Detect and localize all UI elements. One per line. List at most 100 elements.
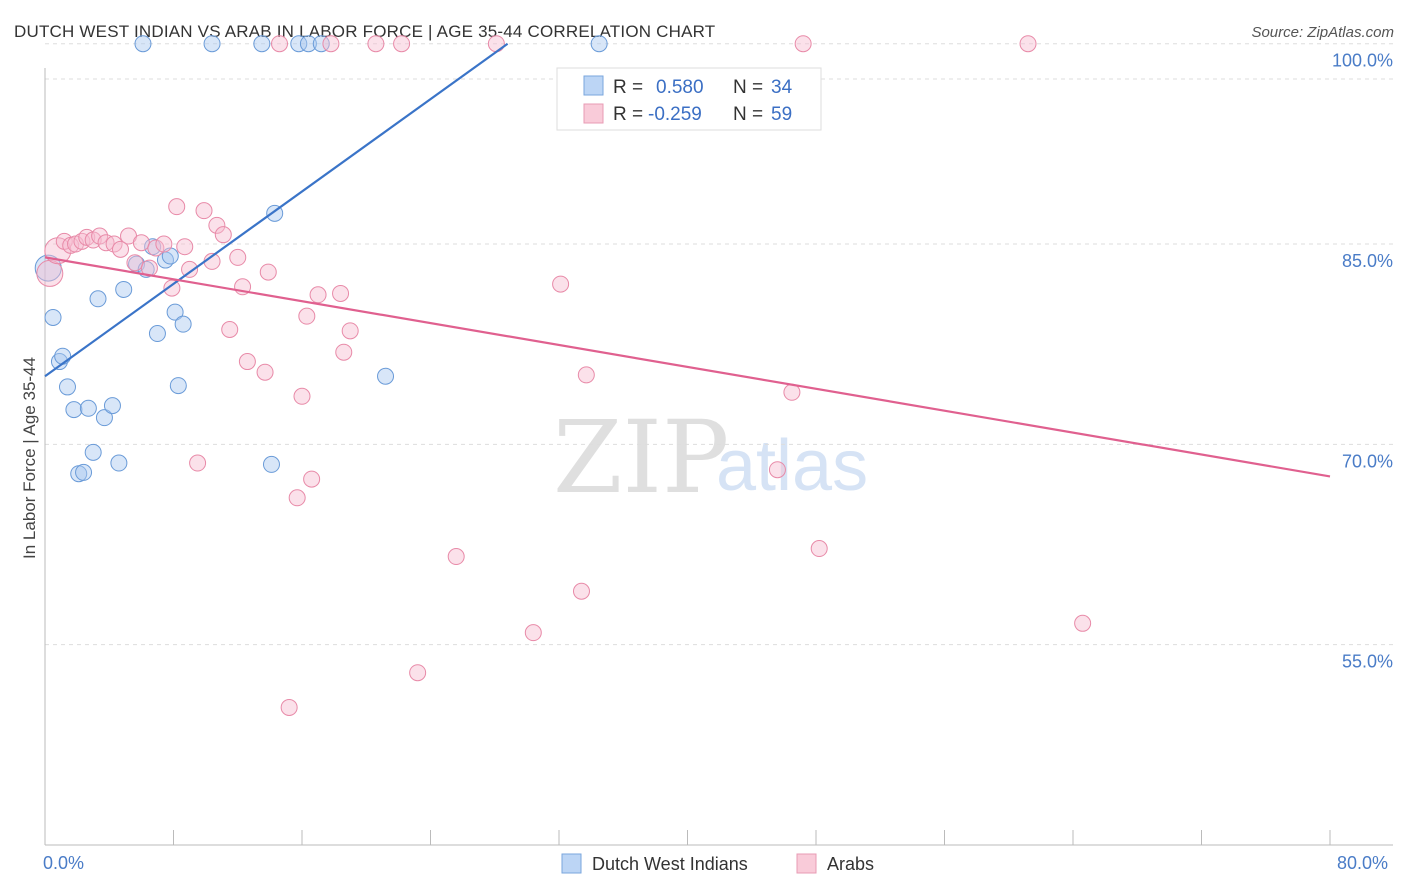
point-dutch-west-indians-13 bbox=[110, 454, 128, 472]
point-dutch-west-indians-32 bbox=[377, 367, 395, 385]
point-dutch-west-indians-9 bbox=[84, 443, 102, 461]
stats-r-label-1: R = bbox=[613, 104, 643, 125]
point-arabs-14 bbox=[132, 234, 150, 252]
point-dutch-west-indians-5 bbox=[65, 401, 83, 419]
point-arabs-45 bbox=[393, 35, 411, 53]
point-arabs-17 bbox=[155, 235, 173, 253]
point-arabs-42 bbox=[335, 343, 353, 361]
point-arabs-33 bbox=[271, 35, 289, 53]
point-dutch-west-indians-31 bbox=[312, 35, 330, 53]
trend-lines bbox=[44, 42, 1331, 478]
point-dutch-west-indians-10 bbox=[89, 290, 107, 308]
y-axis-label: In Labor Force | Age 35-44 bbox=[20, 357, 39, 559]
watermark-atlas: atlas bbox=[716, 426, 868, 506]
stats-r-value-1: -0.259 bbox=[648, 104, 702, 125]
point-arabs-21 bbox=[181, 260, 199, 278]
point-dutch-west-indians-11 bbox=[95, 409, 113, 427]
point-arabs-19 bbox=[168, 198, 186, 216]
point-arabs-47 bbox=[447, 548, 465, 566]
trend-line-dutch-west-indians bbox=[44, 42, 509, 378]
y-tick-label-85: 85.0% bbox=[1342, 251, 1393, 271]
stats-n-value-1: 59 bbox=[771, 104, 792, 125]
point-dutch-west-indians-25 bbox=[203, 35, 221, 53]
stats-r-value-0: 0.580 bbox=[656, 77, 704, 98]
point-arabs-58 bbox=[1074, 614, 1092, 632]
point-dutch-west-indians-22 bbox=[166, 303, 184, 321]
point-dutch-west-indians-3 bbox=[54, 347, 72, 365]
point-dutch-west-indians-1 bbox=[44, 308, 62, 326]
legend-label-arabs: Arabs bbox=[827, 854, 874, 874]
point-dutch-west-indians-8 bbox=[79, 399, 97, 417]
point-dutch-west-indians-12 bbox=[103, 397, 121, 415]
point-arabs-41 bbox=[332, 284, 350, 302]
series-dutch-west-indians-points bbox=[34, 35, 608, 483]
point-arabs-32 bbox=[259, 263, 277, 281]
point-dutch-west-indians-7 bbox=[75, 463, 93, 481]
point-arabs-30 bbox=[238, 353, 256, 371]
point-arabs-25 bbox=[208, 216, 226, 234]
series-arabs-points bbox=[36, 35, 1092, 716]
point-dutch-west-indians-14 bbox=[115, 280, 133, 298]
chart-title: DUTCH WEST INDIAN VS ARAB IN LABOR FORCE… bbox=[14, 22, 716, 41]
point-arabs-31 bbox=[256, 363, 274, 381]
point-arabs-52 bbox=[577, 366, 595, 384]
point-dutch-west-indians-26 bbox=[253, 35, 271, 53]
y-tick-label-55: 55.0% bbox=[1342, 652, 1393, 672]
point-arabs-50 bbox=[552, 275, 570, 293]
point-arabs-55 bbox=[794, 35, 812, 53]
point-dutch-west-indians-30 bbox=[299, 35, 317, 53]
point-arabs-36 bbox=[293, 387, 311, 405]
source-label: Source: ZipAtlas.com bbox=[1251, 24, 1394, 41]
point-arabs-39 bbox=[309, 286, 327, 304]
point-arabs-28 bbox=[229, 248, 247, 266]
x-ticks bbox=[44, 830, 1331, 845]
stats-r-label-0: R = bbox=[613, 77, 643, 98]
point-arabs-57 bbox=[1019, 35, 1037, 53]
point-dutch-west-indians-23 bbox=[169, 377, 187, 395]
point-dutch-west-indians-24 bbox=[174, 315, 192, 333]
series-legend: Dutch West Indians Arabs bbox=[561, 853, 874, 874]
point-dutch-west-indians-2 bbox=[50, 353, 68, 371]
point-arabs-13 bbox=[126, 254, 144, 272]
y-tick-labels: 100.0% 85.0% 70.0% 55.0% bbox=[1332, 51, 1393, 672]
watermark-zip: ZIP bbox=[553, 399, 729, 516]
point-arabs-26 bbox=[214, 226, 232, 244]
point-arabs-40 bbox=[322, 35, 340, 53]
point-arabs-44 bbox=[367, 35, 385, 53]
point-arabs-0 bbox=[36, 259, 64, 287]
stats-n-label-0: N = bbox=[733, 77, 763, 98]
point-dutch-west-indians-16 bbox=[134, 35, 152, 53]
legend-swatch-arabs bbox=[796, 853, 817, 874]
point-arabs-23 bbox=[195, 202, 213, 220]
point-arabs-53 bbox=[768, 461, 786, 479]
point-dutch-west-indians-33 bbox=[590, 35, 608, 53]
point-arabs-51 bbox=[572, 582, 590, 600]
point-dutch-west-indians-29 bbox=[290, 35, 308, 53]
point-dutch-west-indians-27 bbox=[262, 455, 280, 473]
stats-n-value-0: 34 bbox=[771, 77, 793, 98]
y-tick-label-100: 100.0% bbox=[1332, 51, 1393, 71]
point-arabs-35 bbox=[288, 489, 306, 507]
point-arabs-46 bbox=[409, 664, 427, 682]
point-arabs-37 bbox=[298, 307, 316, 325]
gridlines bbox=[45, 43, 1393, 646]
point-arabs-20 bbox=[176, 238, 194, 256]
point-arabs-27 bbox=[221, 321, 239, 339]
point-arabs-8 bbox=[91, 227, 109, 245]
point-arabs-49 bbox=[524, 624, 542, 642]
point-arabs-16 bbox=[147, 239, 165, 257]
stats-n-label-1: N = bbox=[733, 104, 763, 125]
x-tick-label-min: 0.0% bbox=[43, 853, 84, 873]
stats-legend: R = 0.580 N = 34 R = -0.259 N = 59 bbox=[556, 67, 822, 131]
point-arabs-43 bbox=[341, 322, 359, 340]
point-arabs-34 bbox=[280, 698, 298, 716]
x-tick-label-max: 80.0% bbox=[1337, 853, 1388, 873]
point-arabs-22 bbox=[189, 454, 207, 472]
stats-legend-swatch-pink bbox=[583, 103, 604, 124]
point-dutch-west-indians-4 bbox=[58, 378, 76, 396]
stats-legend-swatch-blue bbox=[583, 75, 604, 96]
trend-line-arabs bbox=[44, 256, 1331, 478]
axes bbox=[44, 68, 1393, 846]
y-tick-label-70: 70.0% bbox=[1342, 451, 1393, 471]
